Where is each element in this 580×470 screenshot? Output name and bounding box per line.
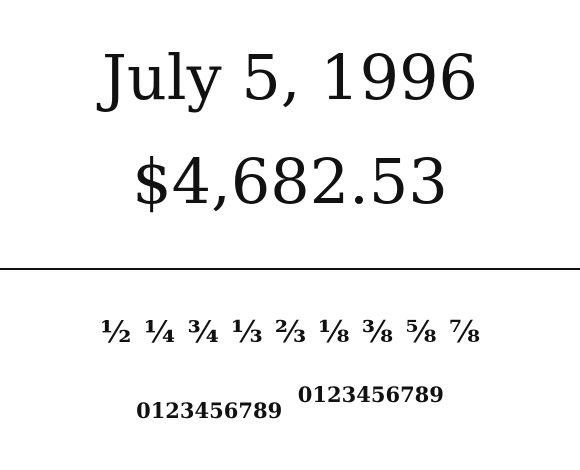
- digits-sample-row: 0123456789 0123456789: [0, 382, 580, 423]
- amount-text: $4,682.53: [132, 145, 448, 218]
- date-text: July 5, 1996: [102, 41, 478, 114]
- digits-superior: 0123456789: [297, 382, 444, 407]
- divider-rule: [0, 268, 580, 270]
- fractions-sample: ½ ¼ ¾ ⅓ ⅔ ⅛ ⅜ ⅝ ⅞: [100, 315, 480, 350]
- digits-oldstyle: 0123456789: [136, 398, 283, 423]
